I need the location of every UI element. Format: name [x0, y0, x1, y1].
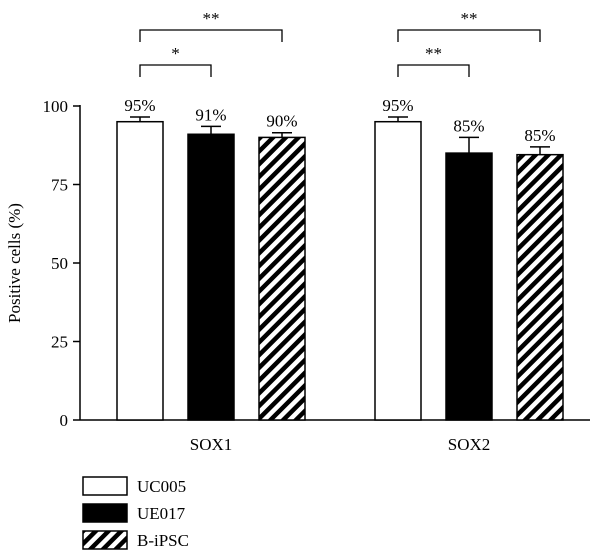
significance-bracket: [139, 29, 283, 42]
legend-swatch: [82, 530, 128, 550]
data-label: 95%: [382, 96, 413, 115]
legend-label: UE017: [137, 504, 186, 523]
legend-label: UC005: [137, 477, 186, 496]
x-tick-label: SOX1: [190, 435, 233, 454]
significance-bracket: [397, 64, 470, 77]
significance-label: **: [461, 9, 478, 28]
legend-swatch: [82, 476, 128, 496]
significance-bracket: [139, 64, 212, 77]
bar-uc005-sox2: [374, 120, 422, 421]
y-tick-label: 100: [43, 97, 69, 116]
y-axis-label: Positive cells (%): [5, 203, 24, 323]
y-tick-label: 0: [60, 411, 69, 430]
bar-b-ipsc-sox2: [516, 153, 564, 421]
bar-b-ipsc-sox1: [258, 136, 306, 421]
bar-uc005-sox1: [116, 120, 164, 421]
significance-bracket: [397, 29, 541, 42]
significance-label: *: [171, 44, 180, 63]
legend-swatch: [82, 503, 128, 523]
y-tick-label: 25: [51, 333, 68, 352]
legend-label: B-iPSC: [137, 531, 189, 550]
bar-ue017-sox1: [187, 133, 235, 421]
data-label: 91%: [195, 105, 226, 124]
data-label: 85%: [453, 116, 484, 135]
legend: UC005 UE017 B-iPSC: [82, 476, 189, 550]
x-tick-label: SOX2: [448, 435, 491, 454]
significance-label: **: [203, 9, 220, 28]
data-label: 90%: [266, 112, 297, 131]
y-tick-label: 75: [51, 176, 68, 195]
bar-ue017-sox2: [445, 152, 493, 421]
significance-label: **: [425, 44, 442, 63]
y-tick-label: 50: [51, 254, 68, 273]
data-label: 85%: [524, 126, 555, 145]
data-label: 95%: [124, 96, 155, 115]
